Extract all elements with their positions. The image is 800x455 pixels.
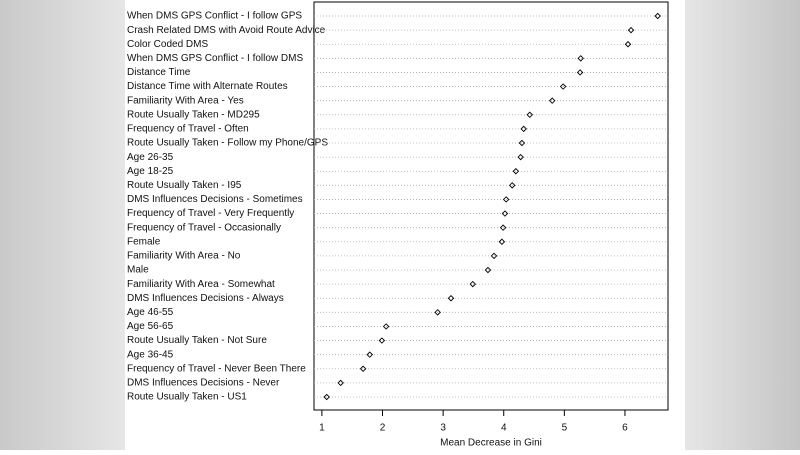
- dot: [447, 294, 455, 302]
- x-tick-label: 3: [440, 423, 446, 434]
- x-axis-label: Mean Decrease in Gini: [440, 438, 542, 449]
- dot: [526, 111, 534, 119]
- y-tick-label: Female: [127, 236, 161, 247]
- dot: [484, 266, 492, 274]
- y-tick-label: Route Usually Taken - MD295: [127, 109, 260, 120]
- dot: [508, 182, 516, 189]
- y-tick-label: Age 56-65: [127, 321, 174, 332]
- dot: [576, 69, 584, 76]
- y-tick-label: Frequency of Travel - Occasionally: [127, 222, 281, 233]
- x-tick-label: 6: [622, 423, 628, 434]
- dot: [548, 97, 556, 104]
- dot: [518, 139, 526, 147]
- dot: [627, 26, 635, 34]
- x-tick-label: 1: [319, 423, 325, 434]
- chart-panel: [125, 0, 685, 450]
- dot: [624, 40, 632, 48]
- y-tick-label: Age 18-25: [127, 166, 174, 177]
- dot: [378, 337, 386, 344]
- dot: [469, 280, 477, 288]
- y-tick-label: Distance Time with Alternate Routes: [127, 81, 288, 92]
- y-tick-label: Frequency of Travel - Never Been There: [127, 363, 306, 374]
- dot: [366, 351, 374, 358]
- y-tick-label: Familiarity With Area - Somewhat: [127, 279, 275, 290]
- y-tick-label: Age 36-45: [127, 349, 174, 360]
- y-tick-label: DMS Influences Decisions - Sometimes: [127, 194, 303, 205]
- dot: [517, 153, 524, 161]
- dot: [520, 125, 527, 133]
- y-tick-label: Distance Time: [127, 67, 191, 78]
- side-panel: [685, 0, 800, 450]
- dot: [323, 393, 330, 401]
- dot: [490, 252, 498, 260]
- y-tick-label: Familiarity With Area - No: [127, 251, 241, 262]
- dot: [559, 83, 567, 90]
- y-tick-label: Route Usually Taken - Follow my Phone/GP…: [127, 138, 328, 149]
- y-tick-label: Color Coded DMS: [127, 39, 208, 50]
- y-tick-label: Crash Related DMS with Avoid Route Advic…: [127, 25, 326, 36]
- y-tick-label: Familiarity With Area - Yes: [127, 95, 244, 106]
- x-tick-label: 5: [562, 423, 568, 434]
- x-tick-label: 4: [501, 423, 507, 434]
- y-tick-label: Frequency of Travel - Often: [127, 124, 249, 135]
- dot: [501, 210, 509, 217]
- y-tick-label: Male: [127, 265, 149, 276]
- dot: [499, 224, 507, 231]
- y-tick-label: Route Usually Taken - I95: [127, 180, 242, 191]
- y-tick-label: When DMS GPS Conflict - I follow DMS: [127, 53, 303, 64]
- dot: [382, 323, 390, 330]
- dot: [359, 365, 367, 373]
- y-tick-label: Frequency of Travel - Very Frequently: [127, 208, 294, 219]
- dot: [577, 55, 584, 62]
- dot: [434, 309, 441, 316]
- y-tick-label: Route Usually Taken - US1: [127, 392, 247, 403]
- y-tick-label: Age 26-35: [127, 152, 174, 163]
- side-panel: [0, 0, 125, 450]
- y-tick-label: Route Usually Taken - Not Sure: [127, 335, 267, 346]
- dot: [654, 12, 661, 20]
- y-tick-label: When DMS GPS Conflict - I follow GPS: [127, 11, 302, 22]
- dot: [337, 379, 344, 387]
- plot-box: [313, 1, 669, 411]
- y-tick-label: DMS Influences Decisions - Never: [127, 378, 280, 389]
- dot: [498, 238, 506, 246]
- dot: [512, 167, 520, 175]
- y-tick-label: Age 46-55: [127, 307, 174, 318]
- y-tick-label: DMS Influences Decisions - Always: [127, 293, 284, 304]
- dot: [502, 196, 510, 203]
- x-tick-label: 2: [380, 423, 386, 434]
